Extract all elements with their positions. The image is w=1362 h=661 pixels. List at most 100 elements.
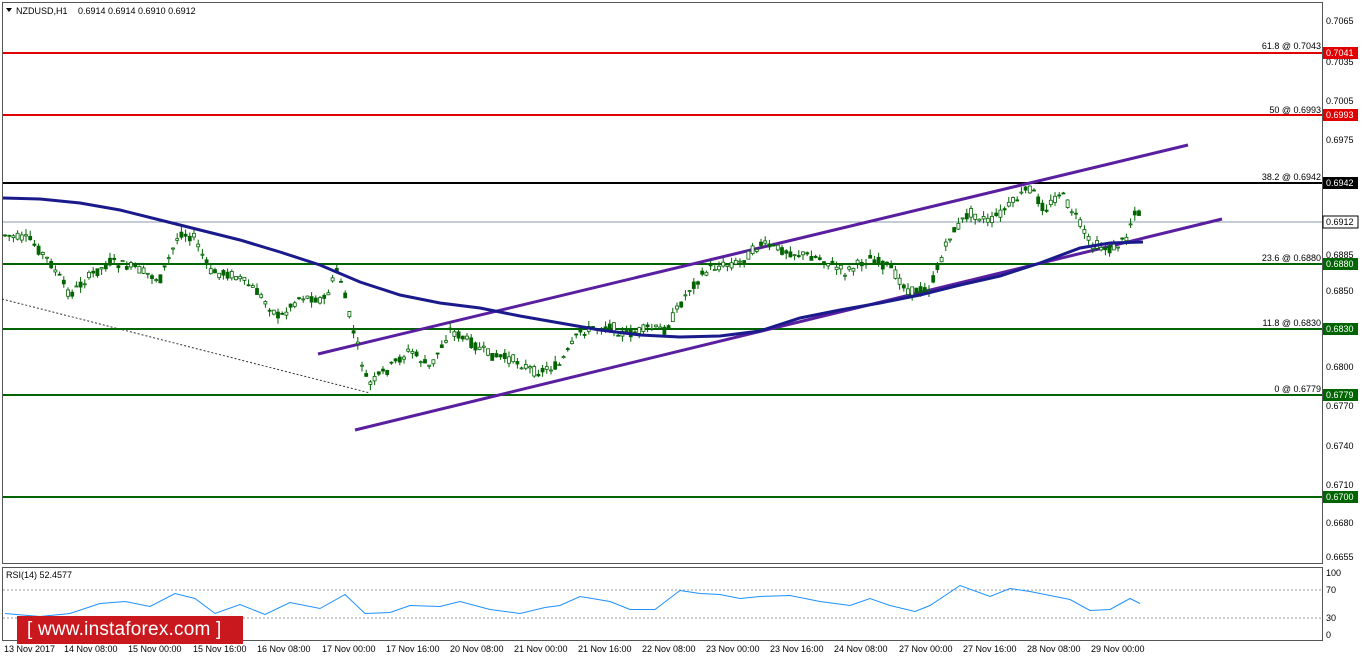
candle-body [973,213,978,220]
candle-body [116,265,121,269]
candle-body [7,234,12,237]
candle-body [435,352,440,355]
candle-body [725,264,730,267]
candle-body [372,375,377,382]
candle-body [1111,243,1116,251]
rsi-line [4,584,1141,618]
candle-body [66,289,70,297]
candle-body [108,257,112,266]
candle-body [603,326,608,329]
price-box-6880: 0.6880 [1323,258,1358,270]
candle-body [910,286,915,296]
candle-body [885,261,889,265]
price-tick: 0.6680 [1326,518,1354,528]
candle-body [217,272,222,279]
fib-label-618: 61.8 @ 0.7043 [1262,41,1321,51]
candle-body [309,296,314,303]
price-tick: 0.7065 [1326,16,1354,26]
candle-body [775,244,780,251]
candle-body [796,255,801,257]
menu-triangle-icon[interactable] [6,8,12,12]
candle-body [192,232,196,238]
time-tick: 27 Nov 16:00 [963,644,1017,654]
candle-body [1116,246,1120,249]
candle-body [385,369,390,375]
candle-body [124,266,129,270]
time-tick: 21 Nov 00:00 [514,644,568,654]
candle-body [444,340,448,343]
instaforex-watermark: [ www.instaforex.com ] [17,616,243,644]
price-box-6779: 0.6779 [1323,389,1358,401]
candle-body [99,267,104,270]
candle-body [32,243,37,246]
candle-body [733,259,738,265]
candle-body [40,251,45,255]
candle-body [830,260,835,263]
candle-body [696,281,700,285]
price-box-7041: 0.7041 [1323,47,1358,59]
candle-body [301,298,306,301]
candle-body [1027,185,1032,194]
time-tick: 21 Nov 16:00 [578,644,632,654]
candle-body [540,367,545,373]
price-box-text: 0.6700 [1326,492,1354,502]
candle-body [654,324,658,328]
candle-body [57,273,62,276]
candle-body [507,356,511,364]
candle-body [229,270,234,279]
ohlc-label: 0.6914 0.6914 0.6910 0.6912 [78,6,196,16]
price-box-6993: 0.6993 [1323,109,1358,121]
candle-body [1061,192,1066,195]
candle-body [423,359,427,364]
candle-body [368,381,373,385]
candle-body [679,301,684,308]
rsi-pane-frame [2,567,1323,641]
candle-body [969,208,973,218]
candle-body [893,269,898,279]
time-tick: 20 Nov 08:00 [450,644,504,654]
candle-body [82,283,87,286]
candle-body [347,311,352,318]
channel-lower-line[interactable] [354,217,1223,432]
rsi-label: RSI(14) 52.4577 [6,570,72,580]
price-box-text: 0.6942 [1326,178,1354,188]
rsi-tick: 30 [1326,613,1336,623]
candle-body [414,351,419,357]
candle-body [24,234,28,237]
candle-body [452,331,457,337]
candle-body [658,326,663,329]
fib-label-50: 50 @ 0.6993 [1269,105,1321,115]
candle-body [515,361,520,365]
candle-body [70,291,75,297]
candle-body [154,279,159,281]
candle-body [851,267,856,272]
candle-body [708,263,713,267]
candle-body [318,297,322,304]
candle-body [544,366,549,370]
time-tick: 22 Nov 08:00 [642,644,696,654]
rsi-tick: 0 [1326,630,1331,640]
candle-body [1069,211,1074,214]
price-box-text: 0.7041 [1326,48,1354,58]
candle-body [918,286,923,293]
candle-body [759,241,763,246]
candle-body [826,263,831,267]
candle-body [389,361,394,364]
candle-body [1078,219,1083,227]
candle-body [1032,189,1036,192]
candle-body [809,256,814,261]
candle-body [704,271,709,276]
candle-body [817,257,822,260]
candle-body [204,259,209,264]
candle-body [460,335,465,340]
candle-body [889,264,894,269]
candle-body [964,213,969,220]
candle-body [267,309,272,312]
candle-body [616,334,621,337]
time-tick: 17 Nov 16:00 [386,644,440,654]
candle-body [868,255,873,259]
candle-body [1103,247,1108,251]
candle-body [439,344,444,348]
candle-body [234,276,238,281]
